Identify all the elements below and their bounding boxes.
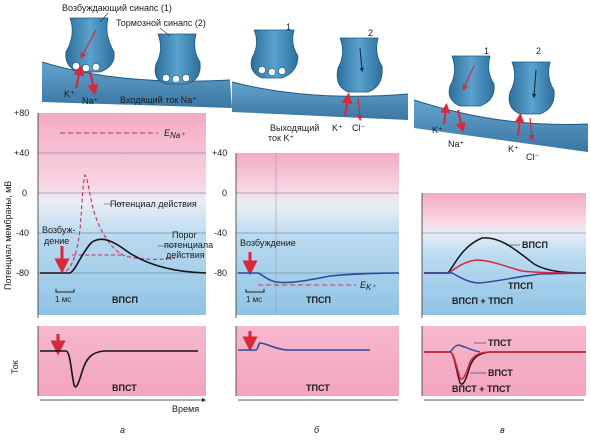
tick-label-b-minus40: -40 [214,228,227,238]
current-panel-c [422,326,586,396]
membrane-potential-axis-label: Потенциал мембраны, мВ [3,181,13,290]
epsp-trace-c [424,237,587,274]
outward-current-label: Выходящий ток K⁺ [268,123,322,143]
sum-current-label-c: ВПСТ + ТПСТ [452,384,511,394]
tick-label-b-minus80: -80 [214,268,227,278]
ipsp-label-c: ТПСП [508,281,533,291]
time-axis-label: Время [172,404,199,414]
e-na-label: ENa⁺ [164,128,185,140]
sum-trace-c [424,259,587,274]
current-panel-b [236,326,399,396]
ipsp-trace [238,272,400,284]
k-ion-label-b: K⁺ [332,123,343,133]
excitatory-terminal [65,17,115,73]
tick-label-b-plus40: +40 [212,148,227,158]
tick-label-plus80: +80 [14,108,29,118]
epsp-label-c: ВПСП [522,240,548,250]
cl-ion-label-c: Cl⁻ [526,152,539,162]
potential-panel-a [38,113,206,315]
synapse-number-c2: 2 [536,46,541,56]
e-k-label: EK⁺ [360,280,376,292]
cl-ion-label-b: Cl⁻ [352,123,365,133]
tick-label-plus40: +40 [14,148,29,158]
action-potential-trace [59,174,176,274]
ipsc-trace [238,342,370,351]
ipsc-label-b: ТПСТ [306,383,330,393]
na-ion-label-a: Na⁺ [82,96,99,106]
tick-label-zero: 0 [22,188,27,198]
excitatory-terminal-b [250,29,299,79]
epsc-trace [40,350,198,388]
current-panel-a [38,326,206,396]
ipsp-label-b: ТПСП [306,295,331,305]
excitatory-terminal-c [448,55,495,107]
tick-label-minus80: -80 [16,268,29,278]
k-ion-label-c2: K⁺ [508,144,519,154]
panel-letter-c: в [500,425,505,435]
inward-current-label: Входящий ток Na⁺ [120,95,197,105]
inhibitory-synapse-label: Тормозной синапс (2) [116,18,206,28]
sum-psp-label-c: ВПСП + ТПСП [452,296,513,306]
postsynaptic-membrane-c [414,100,588,152]
inhibitory-terminal [154,33,201,85]
epsc-label-a: ВПСТ [112,383,137,393]
k-ion-label-c1: K⁺ [432,125,443,135]
inhibitory-terminal-c [508,61,555,115]
potential-panel-b [236,153,399,315]
time-scale-label-a: 1 мс [55,295,71,304]
sum-current-trace-c [424,351,586,380]
potential-panel-c [422,193,586,315]
panel-letter-a: а [120,425,125,435]
tick-label-minus40: -40 [16,228,29,238]
postsynaptic-membrane-b [232,82,408,120]
epsp-label-a: ВПСП [112,295,138,305]
time-scale-bar-a [55,289,75,293]
current-axis-label: Ток [10,360,20,374]
time-scale-bar-b [245,289,265,293]
inhibitory-terminal-b [336,37,383,93]
threshold-label: Порог потенциала действия [164,230,216,260]
excitation-label-a: Возбуж- дение [42,225,78,246]
synapse-number-c1: 1 [484,46,489,56]
epsp-trace-a [40,238,207,274]
synapse-number-b2: 2 [368,28,373,38]
excitatory-synapse-label: Возбуждающий синапс (1) [62,3,172,13]
ipsc-label-c: ТПСТ [488,338,512,348]
synapse-number-b1: 1 [286,22,291,32]
time-scale-label-b: 1 мс [246,295,262,304]
ipsp-trace-c [424,272,587,284]
epsc-label-c: ВПСТ [488,368,513,378]
na-ion-label-c: Na⁺ [448,139,465,149]
tick-label-b-zero: 0 [222,188,227,198]
k-ion-label-a: K⁺ [64,89,75,99]
panel-letter-b: б [314,425,320,435]
action-potential-label: Потенциал действия [110,199,197,209]
excitation-label-b: Возбуждение [240,238,296,248]
ipsc-trace-c [449,344,481,353]
